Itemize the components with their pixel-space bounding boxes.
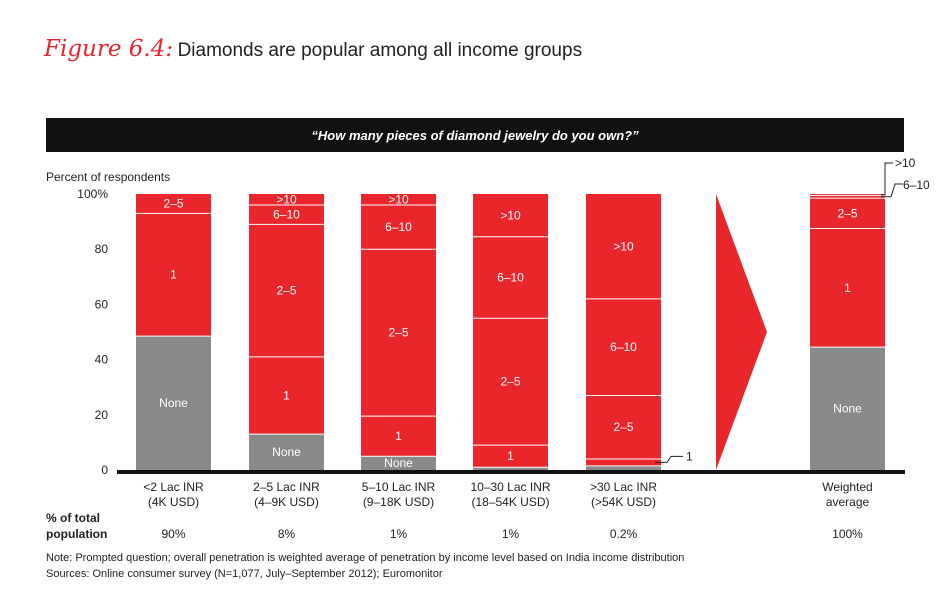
bar-segment-None [473, 467, 548, 470]
segment-label: 2–5 [388, 326, 408, 340]
bar-segment-610 [249, 205, 324, 225]
bar-segment-610 [586, 298, 661, 396]
y-tick-label: 40 [95, 353, 109, 367]
bar-segment-1 [361, 416, 436, 457]
bar-segment-10 [473, 194, 548, 237]
category-label: (>54K USD) [591, 495, 656, 509]
category-label: 5–10 Lac INR [362, 480, 436, 494]
segment-label: 6–10 [385, 220, 412, 234]
category-label: Weighted [822, 480, 872, 494]
category-label: (4K USD) [148, 495, 199, 509]
bar-segment-25 [361, 249, 436, 417]
bar-segment-None [249, 434, 324, 470]
population-row-label: % of total [46, 511, 100, 525]
bar-segment-25 [249, 224, 324, 357]
population-share-value: 1% [502, 527, 520, 541]
segment-label: None [159, 396, 188, 410]
bar-segment-1 [586, 458, 661, 466]
bar-segment-25 [473, 318, 548, 446]
bar-segment-610 [810, 195, 885, 199]
segment-label: 2–5 [613, 420, 633, 434]
question-banner: “How many pieces of diamond jewelry do y… [46, 118, 904, 152]
segment-label: 2–5 [837, 206, 857, 220]
callout-line [655, 455, 683, 463]
category-label: (4–9K USD) [254, 495, 319, 509]
segment-label: None [272, 445, 301, 459]
bar-segment-None [810, 347, 885, 470]
population-share-value: 90% [161, 527, 185, 541]
category-label: (9–18K USD) [363, 495, 434, 509]
bar-segment-None [586, 465, 661, 470]
segment-label: 6–10 [273, 208, 300, 222]
population-share-value: 1% [390, 527, 408, 541]
population-share-value: 8% [278, 527, 296, 541]
segment-label: 1 [170, 268, 177, 282]
bar-segment-610 [473, 236, 548, 319]
bar-segment-10 [361, 194, 436, 206]
x-axis-line [117, 470, 905, 474]
bar-segment-1 [136, 213, 211, 337]
category-label: average [826, 495, 870, 509]
callout-line [881, 183, 903, 198]
population-share-value: 0.2% [610, 527, 638, 541]
chart-sources: Sources: Online consumer survey (N=1,077… [46, 568, 443, 580]
category-label: >30 Lac INR [590, 480, 657, 494]
callout-label: >10 [895, 156, 916, 170]
category-label: (18–54K USD) [471, 495, 549, 509]
segment-label: 2–5 [163, 197, 183, 211]
y-tick-label: 100% [77, 187, 108, 201]
population-row-label: population [46, 527, 107, 541]
bar-segment-25 [136, 194, 211, 214]
segment-label: >10 [500, 208, 521, 222]
bar-segment-25 [586, 395, 661, 459]
segment-label: None [833, 402, 862, 416]
segment-label: 1 [844, 281, 851, 295]
bar-segment-610 [361, 205, 436, 250]
segment-label: 1 [507, 449, 514, 463]
segment-label: 2–5 [276, 284, 296, 298]
segment-label: 6–10 [497, 270, 524, 284]
bar-segment-10 [810, 194, 885, 196]
bar-segment-25 [810, 198, 885, 229]
y-tick-label: 80 [95, 242, 109, 256]
category-label: <2 Lac INR [143, 480, 204, 494]
figure-number: Figure 6.4: [44, 36, 174, 62]
bar-segment-1 [810, 228, 885, 348]
population-share-value: 100% [832, 527, 863, 541]
segment-label: None [384, 456, 413, 470]
segment-label: >10 [388, 193, 409, 207]
segment-label: 2–5 [500, 375, 520, 389]
question-text: “How many pieces of diamond jewelry do y… [311, 127, 639, 143]
chart-note: Note: Prompted question; overall penetra… [46, 552, 685, 564]
callout-label: 6–10 [903, 178, 930, 192]
y-tick-label: 20 [95, 408, 109, 422]
segment-label: >10 [276, 193, 297, 207]
category-label: 10–30 Lac INR [470, 480, 550, 494]
transition-arrow [716, 194, 767, 470]
segment-label: >10 [613, 239, 634, 253]
bar-segment-10 [249, 194, 324, 206]
bar-segment-1 [249, 356, 324, 435]
figure-title: Figure 6.4: Diamonds are popular among a… [44, 36, 582, 62]
bar-segment-1 [473, 445, 548, 468]
bar-segment-None [136, 336, 211, 470]
segment-label: 6–10 [610, 340, 637, 354]
category-label: 2–5 Lac INR [253, 480, 320, 494]
segment-label: 1 [395, 429, 402, 443]
y-tick-label: 60 [95, 297, 109, 311]
y-tick-label: 0 [101, 463, 108, 477]
segment-label: 1 [283, 388, 290, 402]
bar-segment-None [361, 456, 436, 470]
bar-segment-10 [586, 194, 661, 299]
callout-line [881, 162, 893, 196]
callout-label: 1 [686, 449, 693, 463]
figure-title-text: Diamonds are popular among all income gr… [177, 40, 583, 61]
y-axis-label: Percent of respondents [46, 170, 170, 184]
